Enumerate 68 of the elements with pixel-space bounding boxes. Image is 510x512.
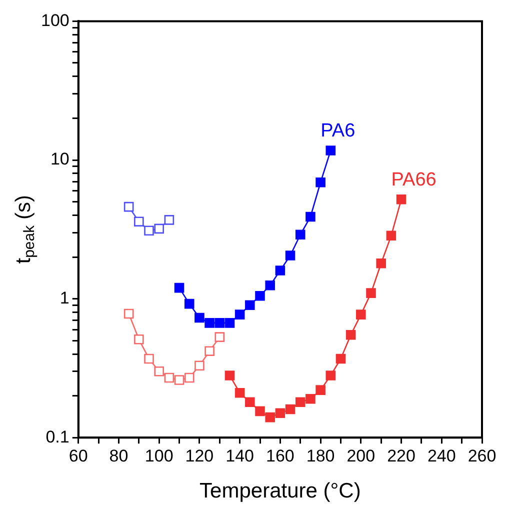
point	[234, 310, 245, 320]
point	[134, 334, 144, 344]
point	[204, 346, 214, 356]
point	[356, 310, 366, 320]
point	[154, 366, 164, 376]
point	[124, 202, 134, 212]
x-tick-label: 200	[346, 446, 376, 466]
point	[224, 318, 235, 328]
point	[295, 230, 306, 240]
x-tick-label: 140	[226, 446, 254, 466]
point	[255, 290, 265, 301]
y-axis-title: tpeak (s)	[12, 195, 38, 264]
point	[326, 370, 336, 380]
series-label: PA66	[391, 169, 436, 190]
y-tick-label: 0.1	[46, 427, 70, 446]
point	[214, 332, 225, 342]
y-tick-label: 1	[60, 288, 70, 308]
point	[265, 280, 275, 290]
point	[245, 397, 255, 408]
point	[306, 212, 316, 222]
point	[184, 372, 194, 383]
point	[204, 318, 214, 328]
point	[184, 298, 194, 309]
point	[174, 375, 184, 385]
x-tick-label: 120	[185, 446, 214, 466]
x-tick-label: 260	[468, 446, 496, 466]
point	[255, 406, 265, 416]
point	[224, 370, 235, 380]
point	[134, 216, 144, 226]
x-tick-label: 100	[144, 446, 174, 466]
x-tick-label: 180	[306, 446, 335, 466]
point	[245, 300, 255, 310]
point	[386, 230, 396, 241]
point	[295, 397, 306, 408]
point	[366, 288, 376, 298]
point	[194, 312, 204, 323]
point	[214, 318, 225, 328]
x-tick-label: 220	[387, 446, 416, 466]
point	[144, 354, 154, 364]
point	[326, 146, 336, 156]
x-tick-label: 80	[109, 446, 128, 466]
point	[336, 354, 346, 364]
point	[275, 266, 286, 276]
point	[285, 250, 296, 260]
point	[265, 412, 275, 422]
point	[306, 394, 316, 404]
x-tick-label: 60	[68, 446, 88, 466]
point	[174, 282, 184, 293]
x-tick-label: 160	[266, 446, 294, 466]
point	[164, 215, 174, 225]
point	[275, 408, 286, 418]
y-tick-label: 100	[40, 10, 70, 30]
point	[346, 330, 356, 340]
point	[194, 360, 204, 371]
y-tick-label: 10	[50, 150, 70, 169]
x-tick-label: 240	[427, 446, 456, 466]
point	[285, 404, 296, 414]
point	[396, 194, 406, 204]
series-label: PA6	[320, 120, 356, 142]
point	[144, 226, 154, 236]
x-axis-title: Temperature (°C)	[200, 479, 361, 502]
point	[376, 258, 386, 268]
point	[154, 224, 164, 234]
point	[316, 385, 326, 395]
point	[164, 372, 174, 383]
point	[124, 308, 134, 319]
point	[234, 388, 245, 398]
point	[316, 177, 326, 188]
